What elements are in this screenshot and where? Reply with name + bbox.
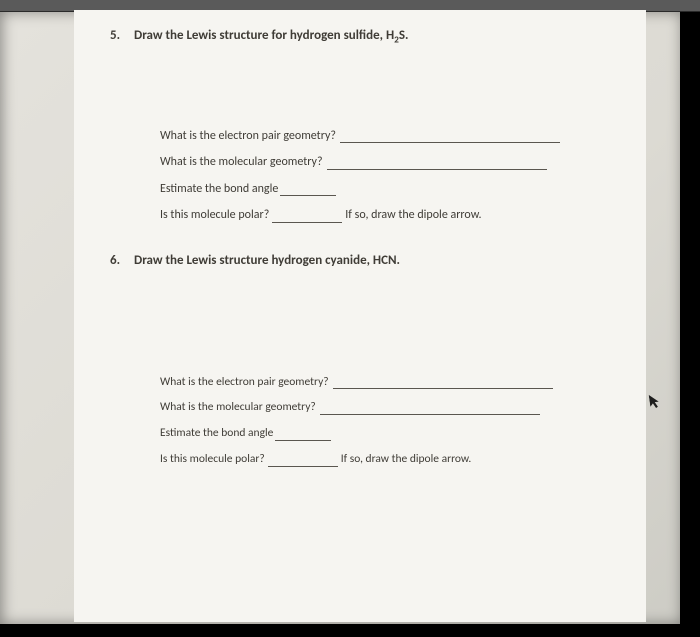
- monitor-screen: 5. Draw the Lewis structure for hydrogen…: [0, 12, 680, 624]
- answer-blank[interactable]: [320, 403, 540, 415]
- answer-blank[interactable]: [327, 158, 547, 170]
- question-title-post: S.: [399, 28, 409, 43]
- question-6: 6. Draw the Lewis structure hydrogen cya…: [134, 253, 610, 467]
- label-tail: If so, draw the dipole arrow.: [345, 208, 481, 222]
- question-number: 6.: [110, 253, 134, 268]
- label: What is the molecular geometry?: [160, 155, 323, 169]
- answer-blank[interactable]: [340, 131, 560, 143]
- question-5-header: 5. Draw the Lewis structure for hydrogen…: [110, 28, 610, 43]
- worksheet-page: 5. Draw the Lewis structure for hydrogen…: [74, 10, 646, 622]
- question-6-header: 6. Draw the Lewis structure hydrogen cya…: [110, 253, 610, 268]
- row-polar: Is this molecule polar? If so, draw the …: [160, 453, 610, 467]
- label: What is the electron pair geometry?: [160, 129, 336, 143]
- label: Is this molecule polar?: [160, 208, 269, 222]
- answer-blank[interactable]: [333, 377, 553, 389]
- lewis-structure-draw-area: [134, 43, 610, 129]
- question-number: 5.: [110, 28, 134, 43]
- answer-blank[interactable]: [275, 429, 331, 441]
- question-title: Draw the Lewis structure hydrogen cyanid…: [134, 253, 610, 268]
- answer-blank[interactable]: [268, 455, 338, 467]
- label: What is the electron pair geometry?: [160, 376, 329, 390]
- row-molecular-geometry: What is the molecular geometry?: [160, 401, 610, 415]
- question-5: 5. Draw the Lewis structure for hydrogen…: [134, 28, 610, 223]
- mouse-cursor-icon: [649, 393, 664, 414]
- row-polar: Is this molecule polar? If so, draw the …: [160, 208, 610, 222]
- answer-blank[interactable]: [272, 211, 342, 223]
- label: Is this molecule polar?: [160, 453, 265, 467]
- question-title-pre: Draw the Lewis structure hydrogen cyanid…: [134, 253, 400, 268]
- label: What is the molecular geometry?: [160, 401, 316, 415]
- question-title: Draw the Lewis structure for hydrogen su…: [134, 28, 610, 43]
- label-tail: If so, draw the dipole arrow.: [341, 453, 472, 467]
- question-6-subquestions: What is the electron pair geometry? What…: [160, 376, 610, 467]
- answer-blank[interactable]: [280, 184, 336, 196]
- label: Estimate the bond angle: [160, 427, 273, 441]
- lewis-structure-draw-area: [134, 268, 610, 376]
- question-5-subquestions: What is the electron pair geometry? What…: [160, 129, 610, 223]
- row-electron-pair-geometry: What is the electron pair geometry?: [160, 376, 610, 390]
- row-bond-angle: Estimate the bond angle: [160, 182, 610, 196]
- row-bond-angle: Estimate the bond angle: [160, 427, 610, 441]
- row-electron-pair-geometry: What is the electron pair geometry?: [160, 129, 610, 143]
- row-molecular-geometry: What is the molecular geometry?: [160, 155, 610, 169]
- label: Estimate the bond angle: [160, 182, 278, 196]
- question-title-pre: Draw the Lewis structure for hydrogen su…: [134, 28, 394, 43]
